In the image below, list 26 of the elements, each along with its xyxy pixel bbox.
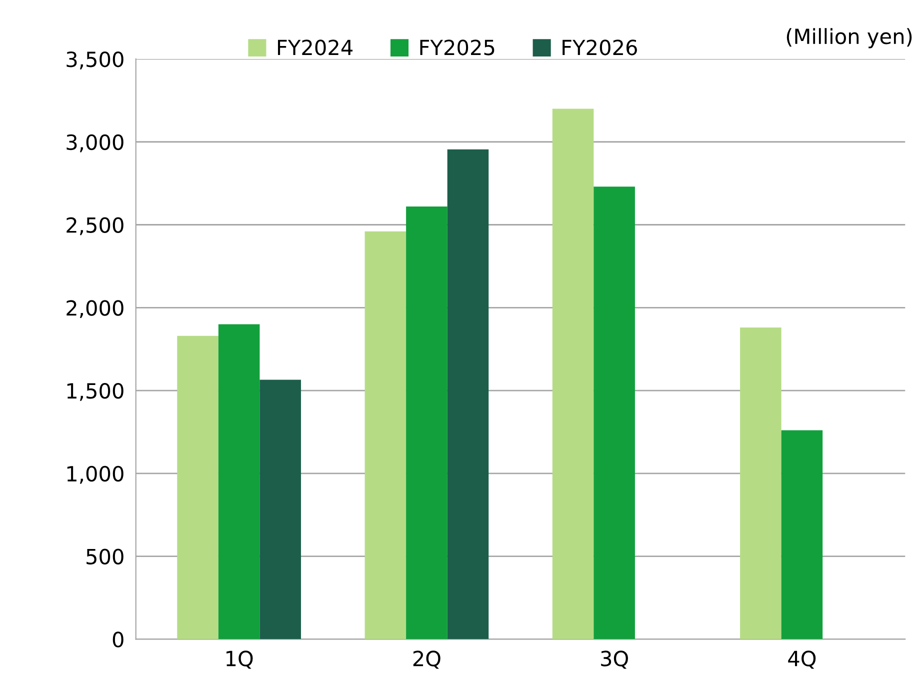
text: (Million yen) (786, 28, 912, 48)
bar (177, 336, 218, 640)
bar (781, 430, 823, 640)
legend-label: FY2024 (278, 40, 353, 56)
y-tick-label: 1,500 (67, 382, 124, 401)
y-tick-label: 2,500 (66, 217, 124, 236)
bar (594, 186, 635, 640)
y-tick-label: 3,000 (66, 134, 124, 152)
legend-label: FY2026 (562, 40, 637, 56)
x-tick-label: 1Q (226, 650, 253, 669)
bar (364, 231, 406, 640)
x-tick-label: 2Q (413, 650, 440, 669)
x-tick-label: 4Q (788, 650, 816, 669)
bar (406, 206, 448, 640)
x-tick-label: 3Q (601, 650, 628, 669)
bar (552, 108, 594, 640)
legend-label: FY2025 (420, 40, 494, 56)
y-tick-label: 2,000 (66, 300, 124, 318)
bar (218, 324, 260, 640)
y-tick-label: 500 (86, 548, 124, 564)
bar (740, 328, 782, 640)
bar (447, 149, 489, 640)
bar (260, 380, 301, 640)
y-tick-label: 3,500 (66, 51, 124, 70)
y-tick-label: 0 (112, 632, 124, 648)
y-tick-label: 1,000 (67, 466, 124, 484)
